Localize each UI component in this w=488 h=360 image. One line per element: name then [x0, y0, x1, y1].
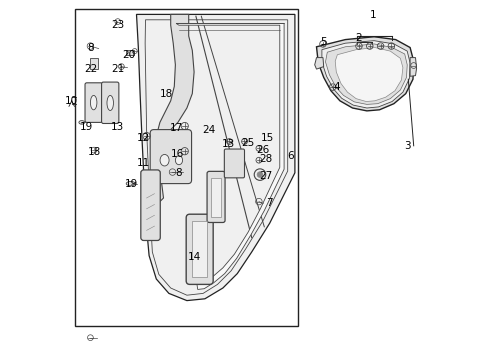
Bar — [125, 50, 133, 55]
Polygon shape — [316, 37, 413, 111]
Text: 15: 15 — [261, 132, 274, 143]
FancyBboxPatch shape — [224, 149, 244, 178]
Circle shape — [257, 172, 263, 177]
Text: 27: 27 — [259, 171, 272, 181]
Ellipse shape — [79, 121, 84, 124]
Text: 19: 19 — [124, 179, 138, 189]
Text: 3: 3 — [403, 141, 410, 151]
Polygon shape — [153, 14, 194, 202]
Text: 24: 24 — [202, 125, 215, 135]
Text: 12: 12 — [136, 132, 149, 143]
Polygon shape — [409, 58, 416, 76]
Text: 14: 14 — [187, 252, 200, 262]
Ellipse shape — [160, 154, 169, 166]
Text: 25: 25 — [240, 138, 253, 148]
Text: 11: 11 — [137, 158, 150, 168]
Text: 8: 8 — [87, 42, 94, 53]
Text: 17: 17 — [169, 123, 183, 133]
FancyBboxPatch shape — [186, 214, 213, 284]
Text: 7: 7 — [265, 198, 272, 208]
Text: 19: 19 — [80, 122, 93, 132]
FancyBboxPatch shape — [206, 171, 224, 222]
Text: 22: 22 — [83, 64, 97, 74]
Text: 23: 23 — [111, 20, 124, 30]
Text: 4: 4 — [332, 82, 339, 92]
Text: 18: 18 — [159, 89, 172, 99]
Bar — [90, 58, 98, 69]
Bar — [75, 9, 297, 326]
Ellipse shape — [107, 95, 113, 111]
Text: 10: 10 — [64, 96, 78, 106]
Text: 26: 26 — [255, 145, 268, 156]
Text: 21: 21 — [111, 64, 124, 74]
Text: 1: 1 — [369, 10, 376, 20]
Polygon shape — [136, 14, 294, 301]
Ellipse shape — [90, 95, 97, 110]
Polygon shape — [321, 41, 409, 108]
Ellipse shape — [126, 181, 135, 186]
Text: 28: 28 — [258, 154, 271, 164]
Text: 8: 8 — [175, 168, 182, 178]
Text: 13: 13 — [221, 139, 234, 149]
FancyBboxPatch shape — [102, 82, 119, 123]
Text: 5: 5 — [320, 37, 326, 48]
Ellipse shape — [175, 156, 182, 165]
FancyBboxPatch shape — [150, 130, 191, 184]
Bar — [192, 221, 206, 277]
Polygon shape — [145, 20, 287, 295]
Text: 6: 6 — [286, 150, 293, 161]
Bar — [211, 178, 220, 217]
Text: 13: 13 — [111, 122, 124, 132]
Polygon shape — [325, 44, 407, 104]
Text: 18: 18 — [87, 147, 101, 157]
FancyBboxPatch shape — [85, 83, 102, 122]
Text: 2: 2 — [355, 33, 362, 43]
Polygon shape — [335, 48, 402, 102]
Text: 20: 20 — [122, 50, 135, 60]
Text: 16: 16 — [171, 149, 184, 159]
Polygon shape — [176, 23, 284, 289]
FancyBboxPatch shape — [141, 170, 160, 240]
Polygon shape — [314, 58, 323, 69]
